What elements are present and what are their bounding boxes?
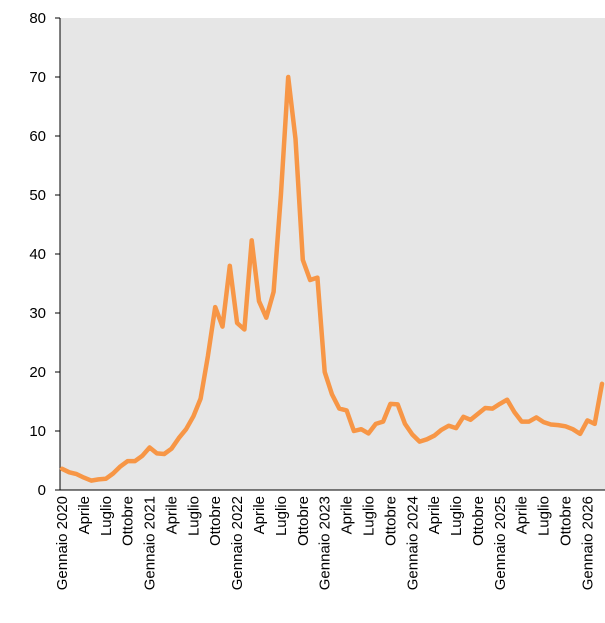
x-tick-label: Aprile — [514, 496, 531, 534]
x-tick-label: Gennaio 2025 — [492, 496, 509, 590]
x-tick-label: Ottobre — [207, 496, 224, 546]
x-tick-label: Ottobre — [382, 496, 399, 546]
y-tick-label: 10 — [29, 423, 46, 440]
x-tick-label: Ottobre — [470, 496, 487, 546]
y-tick-label: 30 — [29, 305, 46, 322]
x-tick-label: Ottobre — [295, 496, 312, 546]
x-tick-label: Luglio — [448, 496, 465, 536]
y-tick-label: 20 — [29, 364, 46, 381]
y-tick-label: 70 — [29, 69, 46, 86]
x-tick-label: Luglio — [536, 496, 553, 536]
x-tick-label: Aprile — [251, 496, 268, 534]
y-tick-label: 50 — [29, 187, 46, 204]
x-tick-label: Luglio — [185, 496, 202, 536]
x-tick-label: Luglio — [98, 496, 115, 536]
x-tick-label: Aprile — [76, 496, 93, 534]
x-tick-label: Gennaio 2021 — [142, 496, 159, 590]
x-tick-label: Luglio — [360, 496, 377, 536]
x-tick-label: Luglio — [273, 496, 290, 536]
x-tick-label: Gennaio 2024 — [404, 496, 421, 590]
x-tick-label: Aprile — [426, 496, 443, 534]
y-tick-label: 40 — [29, 246, 46, 263]
x-tick-label: Aprile — [339, 496, 356, 534]
data-line — [59, 74, 605, 483]
x-tick-label: Ottobre — [558, 496, 575, 546]
y-tick-label: 0 — [38, 482, 46, 499]
y-tick-label: 80 — [29, 10, 46, 27]
x-tick-label: Gennaio 2026 — [579, 496, 596, 590]
x-tick-label: Ottobre — [120, 496, 137, 546]
x-tick-label: Gennaio 2023 — [317, 496, 334, 590]
y-tick-label: 60 — [29, 128, 46, 145]
x-tick-label: Gennaio 2020 — [54, 496, 71, 590]
x-tick-label: Gennaio 2022 — [229, 496, 246, 590]
x-tick-label: Aprile — [163, 496, 180, 534]
plot-area — [60, 18, 605, 490]
